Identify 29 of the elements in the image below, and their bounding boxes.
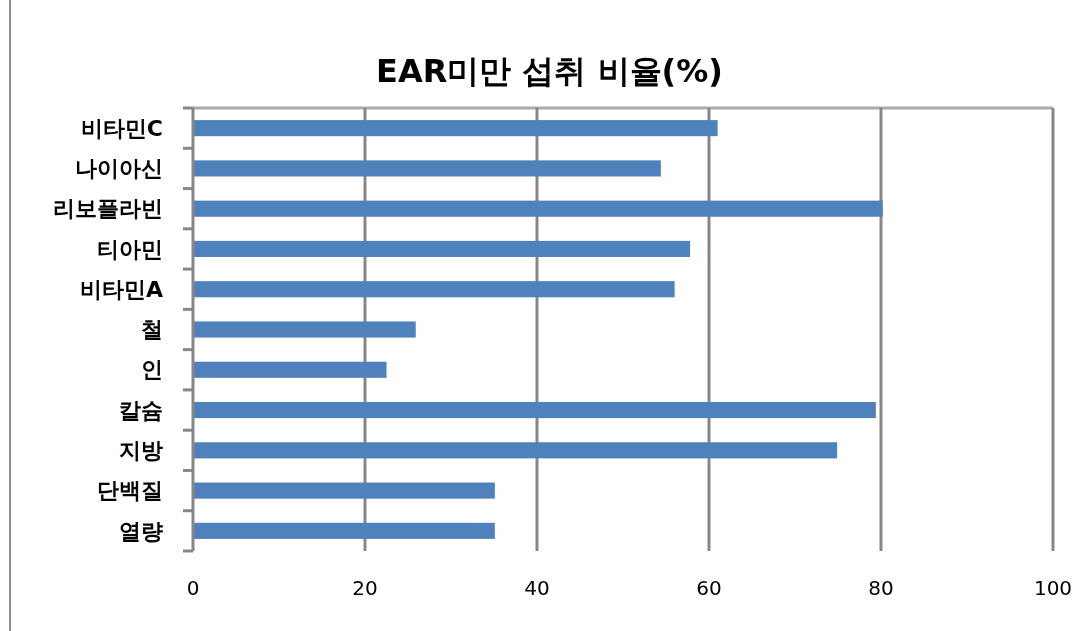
y-tick-label: 칼슘: [119, 397, 163, 423]
bar: [193, 200, 883, 217]
bar: [193, 281, 675, 298]
y-tick-label: 비타민C: [80, 115, 163, 141]
y-tick-label: 나이아신: [75, 156, 163, 182]
bar: [193, 160, 661, 177]
x-tick-label: 20: [352, 576, 378, 600]
bar: [193, 240, 691, 258]
bar: [193, 120, 718, 137]
x-tick-label: 60: [696, 576, 722, 600]
y-tick-label: 열량: [119, 518, 163, 544]
y-tick-label: 인: [141, 357, 163, 383]
bar: [193, 442, 838, 459]
x-tick-label: 100: [1033, 576, 1073, 600]
x-tick-label: 0: [186, 576, 200, 600]
y-tick-label: 비타민A: [79, 276, 163, 302]
bar: [193, 321, 416, 338]
bar: [193, 522, 495, 539]
y-tick-label: 단백질: [97, 478, 163, 504]
y-tick-label: 지방: [119, 438, 163, 464]
bar: [193, 361, 387, 378]
x-tick-label: 80: [868, 576, 894, 600]
y-tick-label: 리보플라빈: [53, 196, 163, 222]
y-tick-label: 철: [141, 317, 163, 343]
bar: [193, 482, 495, 499]
chart-title: EAR미만 섭취 비율(%): [376, 52, 723, 90]
x-tick-label: 40: [524, 576, 550, 600]
y-tick-label: 티아민: [97, 236, 163, 262]
bar: [193, 401, 876, 419]
